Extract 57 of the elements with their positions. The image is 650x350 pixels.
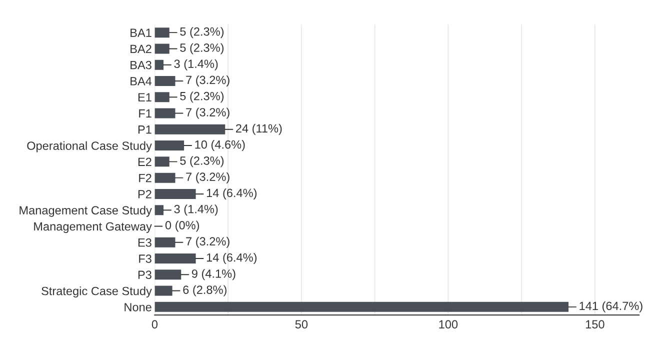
y-tick-label: E3 <box>138 238 152 247</box>
bar <box>154 270 182 280</box>
bar <box>154 60 164 70</box>
y-tick-label: E2 <box>138 158 152 166</box>
bar <box>154 254 196 264</box>
bar <box>154 172 176 183</box>
x-tick-label: 100 <box>439 320 458 329</box>
bar <box>154 76 176 86</box>
y-tick-label: BA1 <box>130 28 152 37</box>
bar <box>154 108 176 118</box>
y-tick-label: BA2 <box>130 44 152 53</box>
bar <box>154 124 226 134</box>
data-label: 14 (6.4%) <box>206 188 257 200</box>
x-tick-label: 50 <box>295 320 308 329</box>
bar <box>154 92 170 102</box>
y-tick-label: Strategic Case Study <box>42 286 152 298</box>
data-label: 0 (0%) <box>165 220 200 232</box>
y-tick-label: E1 <box>138 93 152 102</box>
data-label: 3 (1.4%) <box>174 204 218 216</box>
data-label: 141 (64.7%) <box>580 301 642 312</box>
data-label: 7 (3.2%) <box>186 75 230 86</box>
x-tick-label: 0 <box>152 320 158 329</box>
y-tick-label: F3 <box>139 254 152 263</box>
data-label: 3 (1.4%) <box>174 59 218 70</box>
y-tick-label: P3 <box>138 270 152 280</box>
x-tick-label: 150 <box>586 320 604 329</box>
data-label: 7 (3.2%) <box>186 236 230 248</box>
data-label: 6 (2.8%) <box>183 285 226 296</box>
data-label: 14 (6.4%) <box>206 253 257 264</box>
data-label: 10 (4.6%) <box>195 140 245 152</box>
bar <box>154 140 184 151</box>
data-label: 24 (11%) <box>236 124 282 135</box>
y-tick-label: None <box>124 303 152 312</box>
data-label: 9 (4.1%) <box>192 269 236 280</box>
data-label: 7 (3.2%) <box>186 172 230 184</box>
data-label: 5 (2.3%) <box>180 92 224 103</box>
y-tick-label: BA3 <box>130 60 152 70</box>
bar <box>154 156 170 167</box>
data-label: 5 (2.3%) <box>180 156 224 168</box>
bar <box>154 302 569 312</box>
y-tick-label: P1 <box>138 126 152 134</box>
y-tick-label: F2 <box>139 174 152 182</box>
bar <box>154 44 170 54</box>
data-label: 5 (2.3%) <box>180 27 224 38</box>
bar <box>154 237 176 248</box>
bar <box>154 28 170 38</box>
y-tick-label: Management Case Study <box>20 206 152 217</box>
data-label: 5 (2.3%) <box>180 43 224 54</box>
y-tick-label: BA4 <box>130 77 152 86</box>
bar <box>154 286 172 296</box>
y-tick-label: Operational Case Study <box>27 141 152 152</box>
bar <box>154 205 164 216</box>
bar <box>154 188 196 199</box>
y-tick-label: P2 <box>138 190 152 198</box>
y-tick-label: Management Gateway <box>34 222 152 233</box>
data-label: 7 (3.2%) <box>186 108 230 119</box>
y-tick-label: F1 <box>139 109 152 118</box>
